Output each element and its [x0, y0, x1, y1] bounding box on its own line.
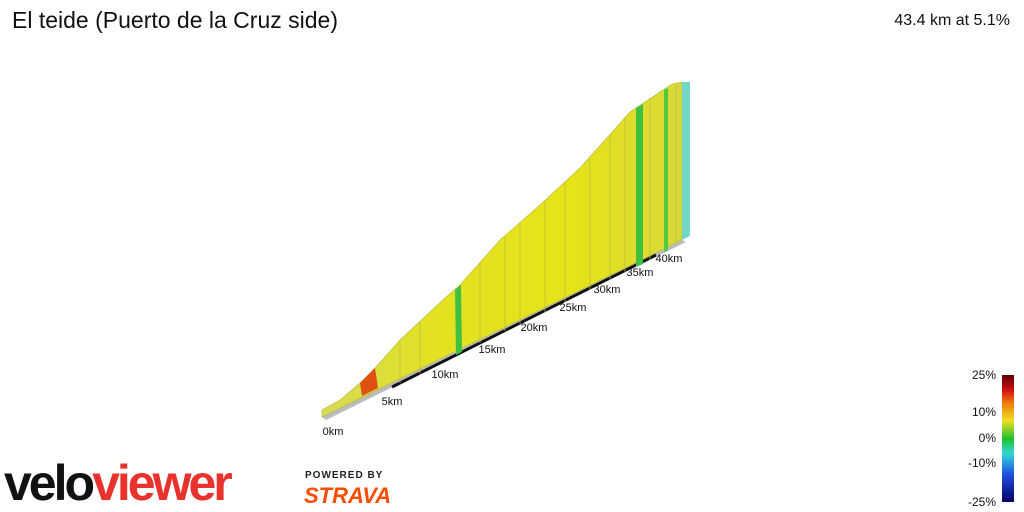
axis-line — [391, 253, 657, 389]
profile-face — [321, 81, 683, 418]
summary: 43.4 km at 5.1% — [894, 12, 1010, 29]
logo-velo: velo — [4, 455, 94, 511]
gentle-section — [664, 88, 668, 252]
scale-label: 0% — [979, 431, 997, 445]
gentle-section — [455, 285, 462, 355]
title: El teide (Puerto de la Cruz side) — [12, 7, 338, 33]
profile-end — [682, 82, 690, 240]
powered-by: POWERED BY — [305, 470, 383, 481]
distance-label: 40km — [656, 253, 683, 265]
distance-label: 10km — [432, 369, 459, 381]
distance-label: 5km — [382, 396, 403, 408]
distance-label: 35km — [627, 267, 654, 279]
scale-label: -25% — [968, 495, 996, 509]
distance-label: 25km — [560, 302, 587, 314]
scale-label: 10% — [972, 405, 996, 419]
scale-label: -10% — [968, 456, 996, 470]
distance-label: 0km — [323, 426, 344, 438]
logo-viewer: viewer — [92, 455, 232, 511]
distance-label: 15km — [479, 344, 506, 356]
distance-label: 30km — [594, 284, 621, 296]
distance-label: 20km — [521, 322, 548, 334]
color-scale — [1002, 375, 1014, 502]
scale-label: 25% — [972, 368, 996, 382]
gentle-section — [636, 104, 643, 267]
profile-stripes — [399, 83, 677, 383]
steep-section — [360, 368, 378, 396]
logo: veloviewer — [4, 455, 232, 511]
strava-logo: STRAVA — [304, 483, 391, 508]
